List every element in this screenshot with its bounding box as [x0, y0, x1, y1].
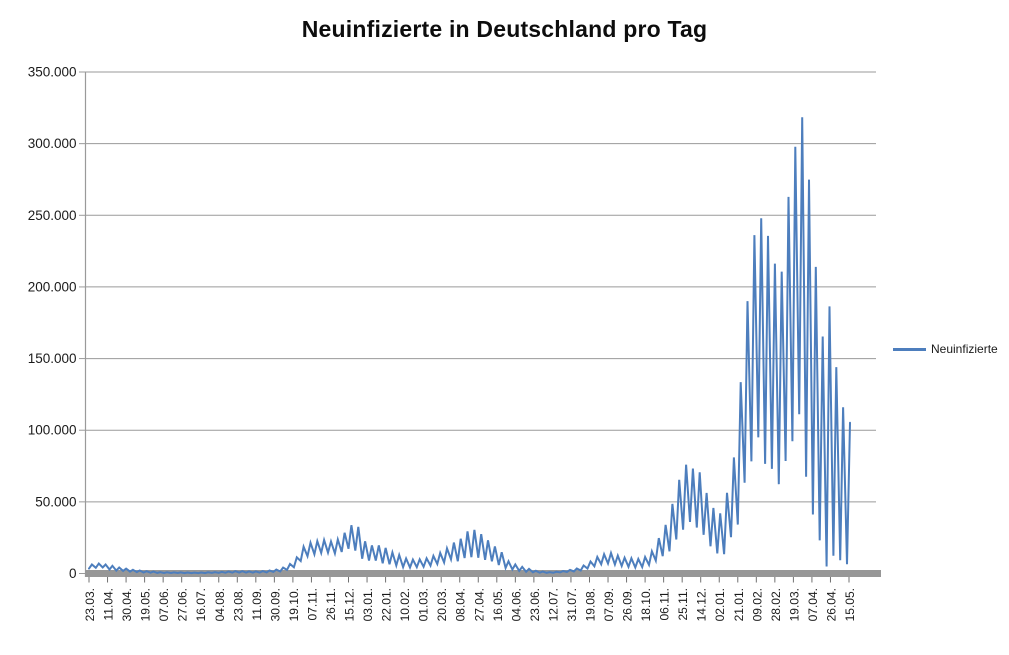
- x-axis-zero-bar: [85, 570, 881, 577]
- series-line-neuinfizierte: [88, 117, 851, 575]
- x-tick-label: 09.02.: [750, 588, 764, 621]
- x-tick-label: 19.03.: [787, 588, 801, 621]
- x-tick-label: 27.04.: [472, 588, 486, 621]
- x-tick-label: 10.02.: [398, 588, 412, 621]
- y-tick-label: 150.000: [28, 351, 77, 366]
- x-tick-label: 26.04.: [824, 588, 838, 621]
- x-tick-label: 23.08.: [231, 588, 245, 621]
- chart-title: Neuinfizierte in Deutschland pro Tag: [301, 16, 708, 42]
- x-tick-label: 19.08.: [583, 588, 597, 621]
- x-tick-label: 14.12.: [695, 588, 709, 621]
- x-tick-label: 07.06.: [157, 588, 171, 621]
- x-tick-label: 26.09.: [621, 588, 635, 621]
- x-tick-label: 07.11.: [305, 588, 319, 620]
- x-tick-label: 30.04.: [120, 588, 134, 621]
- x-tick-label: 31.07.: [565, 588, 579, 621]
- x-tick-label: 07.04.: [806, 588, 820, 621]
- x-tick-label: 02.01.: [713, 588, 727, 621]
- x-tick-label: 08.04.: [454, 588, 468, 621]
- x-tick-label: 19.05.: [139, 588, 153, 621]
- legend-label: Neuinfizierte: [931, 342, 998, 356]
- x-tick-label: 11.04.: [102, 588, 116, 620]
- x-tick-label: 04.06.: [509, 588, 523, 621]
- x-tick-label: 26.11.: [324, 588, 338, 620]
- x-tick-label: 01.03.: [417, 588, 431, 621]
- x-tick-label: 15.12.: [343, 588, 357, 621]
- x-tick-label: 28.02.: [769, 588, 783, 621]
- x-tick-label: 16.07.: [194, 588, 208, 621]
- x-tick-label: 23.06.: [528, 588, 542, 621]
- y-tick-label: 350.000: [28, 65, 77, 80]
- x-tick-label: 22.01.: [380, 588, 394, 621]
- x-tick-label: 03.01.: [361, 588, 375, 621]
- x-tick-label: 30.09.: [268, 588, 282, 621]
- y-tick-label: 200.000: [28, 279, 77, 294]
- y-tick-label: 100.000: [28, 423, 77, 438]
- x-tick-label: 06.11.: [658, 588, 672, 620]
- y-tick-label: 250.000: [28, 208, 77, 223]
- y-tick-label: 300.000: [28, 136, 77, 151]
- y-tick-label: 0: [69, 566, 77, 581]
- x-tick-label: 25.11.: [676, 588, 690, 620]
- x-tick-label: 15.05.: [843, 588, 857, 621]
- x-tick-label: 11.09.: [250, 588, 264, 620]
- x-tick-label: 20.03.: [435, 588, 449, 621]
- x-tick-label: 16.05.: [491, 588, 505, 621]
- legend-line-icon: [893, 347, 926, 351]
- x-tick-label: 18.10.: [639, 588, 653, 621]
- x-tick-label: 19.10.: [287, 588, 301, 621]
- x-tick-label: 27.06.: [176, 588, 190, 621]
- y-tick-label: 50.000: [35, 494, 76, 509]
- x-tick-label: 07.09.: [602, 588, 616, 621]
- x-tick-label: 12.07.: [546, 588, 560, 621]
- x-tick-label: 04.08.: [213, 588, 227, 621]
- x-tick-label: 23.03.: [83, 588, 97, 621]
- legend: Neuinfizierte: [893, 342, 998, 356]
- x-tick-label: 21.01.: [732, 588, 746, 621]
